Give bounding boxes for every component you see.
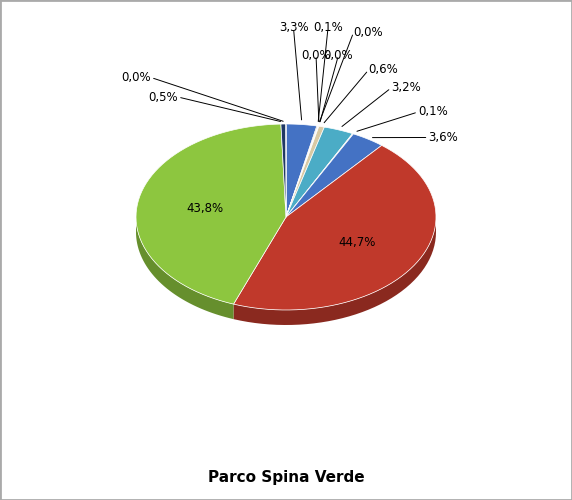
Text: 0,1%: 0,1% [313,22,343,35]
Polygon shape [136,217,233,319]
Text: 0,0%: 0,0% [324,48,353,62]
Text: 3,3%: 3,3% [279,22,308,35]
Text: 43,8%: 43,8% [186,202,223,215]
Polygon shape [233,217,436,325]
Text: 0,0%: 0,0% [301,48,331,62]
Polygon shape [286,124,317,217]
Text: Parco Spina Verde: Parco Spina Verde [208,470,364,485]
Text: 3,6%: 3,6% [428,131,458,144]
Text: 0,0%: 0,0% [121,71,151,84]
Polygon shape [233,146,436,310]
Polygon shape [286,134,353,217]
Text: 3,2%: 3,2% [391,82,421,94]
Polygon shape [286,134,382,217]
Polygon shape [136,124,286,304]
Text: 0,5%: 0,5% [148,90,178,104]
Polygon shape [286,126,319,217]
Text: 44,7%: 44,7% [339,236,376,249]
Text: 0,0%: 0,0% [353,26,383,39]
Polygon shape [281,124,286,217]
Polygon shape [286,126,319,217]
Text: 0,1%: 0,1% [418,106,448,118]
Polygon shape [286,126,324,217]
Text: 0,6%: 0,6% [368,64,398,76]
Polygon shape [286,126,318,217]
Polygon shape [286,126,318,217]
Polygon shape [286,127,352,217]
